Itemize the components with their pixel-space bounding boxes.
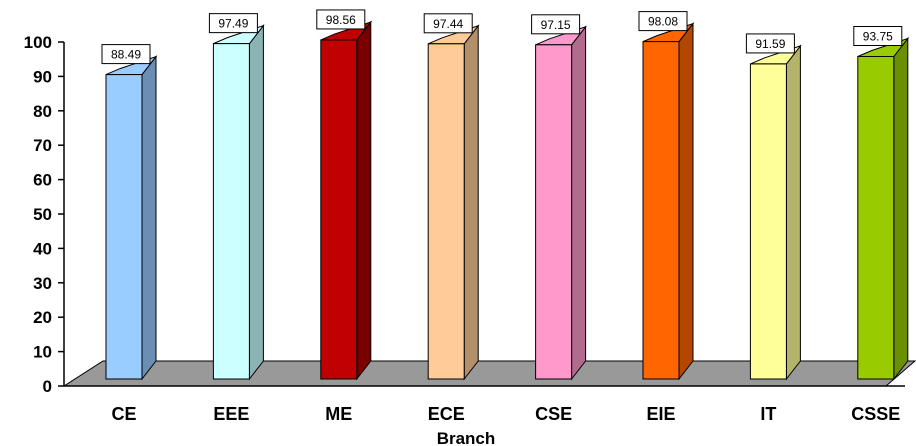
bar <box>320 39 358 380</box>
data-label: 88.49 <box>111 48 141 62</box>
bar-side <box>785 44 801 381</box>
data-label: 98.08 <box>648 15 678 29</box>
data-label: 97.49 <box>218 17 248 31</box>
x-tick-label: CE <box>111 404 136 424</box>
bar-side <box>463 24 479 381</box>
bar <box>427 43 465 380</box>
data-label-box <box>423 13 473 34</box>
data-label-box <box>745 33 795 54</box>
y-tick-label: 0 <box>43 377 52 396</box>
y-tick-label: 90 <box>33 67 52 86</box>
y-tick-label: 60 <box>33 171 52 190</box>
y-tick-label: 50 <box>33 205 52 224</box>
x-tick-label: CSE <box>535 404 572 424</box>
data-label: 97.44 <box>433 17 463 31</box>
data-label: 97.15 <box>541 18 571 32</box>
x-tick-label: EIE <box>646 404 675 424</box>
bar <box>212 43 250 380</box>
bar <box>535 44 573 380</box>
x-tick-label: IT <box>760 404 776 424</box>
bar-side <box>141 55 157 381</box>
y-tick-label: 30 <box>33 274 52 293</box>
data-label-box <box>316 9 366 30</box>
bar <box>105 74 143 380</box>
y-tick-label: 70 <box>33 136 52 155</box>
x-tick-label: EEE <box>213 404 249 424</box>
data-label: 98.56 <box>326 13 356 27</box>
y-tick-label: 100 <box>24 33 52 52</box>
x-axis-title: Branch <box>437 429 496 446</box>
data-label-box <box>638 11 688 32</box>
bar-side <box>356 20 372 381</box>
y-tick-label: 80 <box>33 102 52 121</box>
x-tick-label: ME <box>325 404 352 424</box>
bar-side <box>678 22 694 381</box>
data-label-box <box>208 13 258 34</box>
y-tick-label: 40 <box>33 239 52 258</box>
y-tick-label: 10 <box>33 343 52 362</box>
data-label-box <box>531 14 581 35</box>
bar <box>749 63 787 380</box>
bar-side <box>893 37 909 381</box>
x-tick-label: ECE <box>428 404 465 424</box>
y-tick-label: 20 <box>33 308 52 327</box>
bar-side <box>248 24 264 381</box>
x-tick-label: CSSE <box>851 404 900 424</box>
bar <box>857 56 895 380</box>
data-label: 91.59 <box>755 37 785 51</box>
data-label-box <box>853 26 903 46</box>
bar-side <box>571 25 587 381</box>
data-label-box <box>101 44 151 65</box>
bar <box>642 41 680 380</box>
data-label: 93.75 <box>863 30 893 44</box>
